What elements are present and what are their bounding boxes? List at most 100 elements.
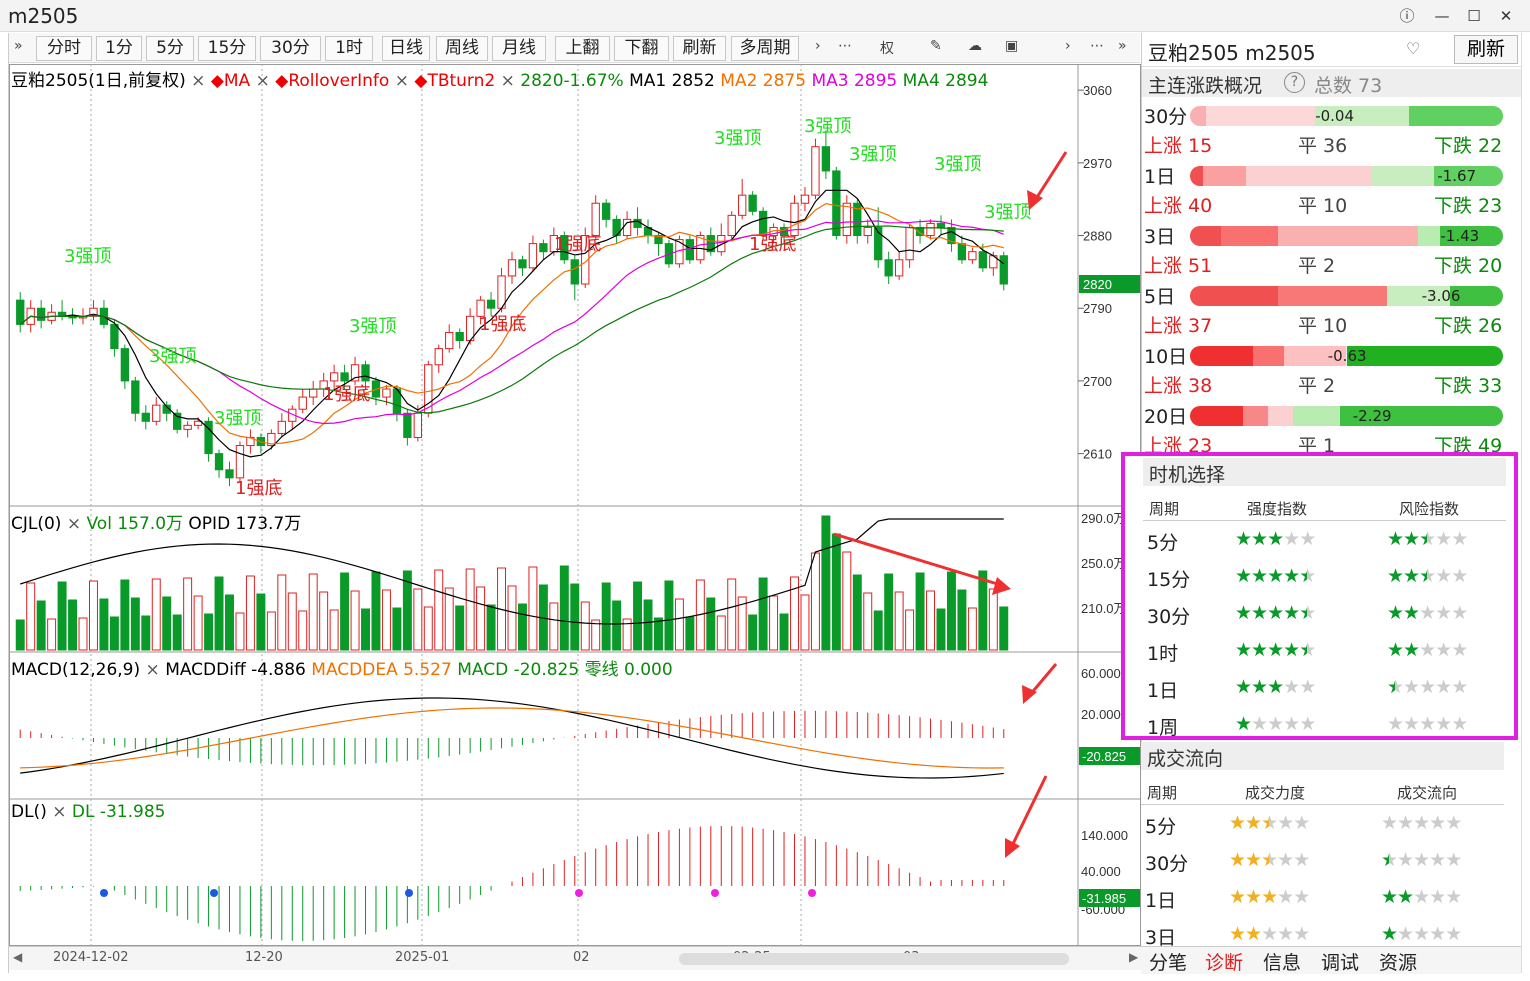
tb-button-10[interactable]: 下翻	[614, 36, 669, 61]
vol-value: Vol 157.0万	[86, 514, 184, 534]
vol-bar-12	[141, 615, 151, 651]
tb-button-0[interactable]: 分时	[36, 36, 92, 61]
scroll-right-icon[interactable]: ▶	[1129, 950, 1139, 964]
tb-button-12[interactable]: 多周期	[731, 36, 799, 61]
next-icon[interactable]: ›	[1065, 38, 1071, 54]
candle-body-30	[329, 372, 339, 382]
ellipsis-icon[interactable]: ⋯	[838, 38, 852, 54]
arrow-macd-head	[1022, 685, 1037, 704]
vol-bar-80	[852, 574, 862, 651]
ma1-value: MA1 2852	[629, 71, 715, 91]
collapse-icon[interactable]: »	[1118, 38, 1127, 54]
candle-body-18	[204, 420, 213, 455]
vol-label-0: 290.0万	[1081, 511, 1127, 526]
close-dl[interactable]: ×	[52, 802, 67, 822]
strength-stars-1: ★★★★★	[1235, 565, 1316, 587]
candle-body-21	[235, 445, 245, 479]
flat-count-5: 平 1	[1298, 435, 1336, 457]
rights-icon[interactable]: 权	[880, 41, 894, 57]
bottom-tab-4[interactable]: 资源	[1379, 952, 1418, 974]
candle-body-12	[141, 412, 150, 422]
vol-bar-45	[486, 604, 496, 651]
ellipsis2-icon[interactable]: ⋯	[1090, 38, 1104, 54]
help-icon[interactable]: ⓘ	[1399, 7, 1415, 25]
tb-button-3[interactable]: 15分	[198, 36, 256, 61]
macd-diff-line	[20, 697, 1004, 779]
tb-button-9[interactable]: 上翻	[555, 36, 610, 61]
close-ma[interactable]: ×	[191, 71, 206, 91]
vol-bar-94	[999, 606, 1009, 651]
arrow-price-line	[1032, 151, 1068, 203]
scroll-thumb[interactable]	[679, 953, 1069, 965]
candle-body-89	[947, 226, 956, 245]
vol-bar-48	[517, 603, 527, 651]
close-tbt2[interactable]: ×	[500, 71, 515, 91]
tb-button-2[interactable]: 5分	[146, 36, 194, 61]
vol-bar-93	[988, 588, 998, 651]
vol-bar-66	[706, 597, 716, 651]
bar-seg-red	[1190, 106, 1206, 126]
candle-body-87	[926, 222, 935, 237]
candle-body-14	[162, 404, 171, 414]
vol-bar-59	[633, 581, 643, 651]
last-price-box	[1079, 275, 1140, 293]
close-vol[interactable]: ×	[66, 514, 82, 534]
vol-bar-3	[47, 618, 57, 651]
bar-seg-red	[1252, 346, 1284, 366]
candle-body-71	[758, 210, 768, 237]
vol-label-2: 210.0万	[1081, 601, 1127, 616]
candle-body-2	[36, 307, 46, 321]
candle-body-11	[131, 380, 140, 414]
tb-button-5[interactable]: 1时	[325, 36, 373, 61]
tb-button-4[interactable]: 30分	[260, 36, 321, 61]
bottom-tab-3[interactable]: 调试	[1321, 952, 1360, 974]
more-right-icon[interactable]: ›	[815, 38, 821, 54]
tb-button-8[interactable]: 月线	[492, 36, 546, 61]
scroll-left-icon[interactable]: ◀	[13, 950, 23, 964]
maximize-icon[interactable]: ☐	[1467, 7, 1481, 25]
tb-button-7[interactable]: 周线	[436, 36, 488, 61]
draw-icon[interactable]: ✎	[930, 38, 942, 54]
chart-canvas: 3060 2970 2880 2790 2700 2610 2820 3强顶 3强顶 3强顶 3强顶…	[9, 64, 1141, 946]
bar-seg-red	[1190, 226, 1222, 246]
tb-button-6[interactable]: 日线	[382, 36, 430, 61]
close-macd[interactable]: ×	[145, 660, 160, 680]
bottom-tab-1[interactable]: 诊断	[1205, 952, 1244, 974]
flow-title: 成交流向	[1147, 748, 1224, 770]
bottom-tab-0[interactable]: 分笔	[1149, 952, 1188, 974]
vol-bar-43	[465, 568, 475, 651]
tb-button-11[interactable]: 刷新	[673, 36, 726, 61]
vol-bar-67	[716, 615, 726, 651]
dl-dot-5	[808, 889, 816, 897]
vol-bar-24	[266, 611, 276, 651]
candle-body-13	[152, 404, 161, 422]
refresh-button[interactable]: 刷新	[1454, 35, 1518, 64]
vol-bar-52	[559, 565, 569, 651]
strength-stars-4: ★★★★★	[1235, 676, 1316, 698]
tb-button-1[interactable]: 1分	[96, 36, 142, 61]
vol-bar-57	[612, 600, 622, 651]
timing-period-0: 5分	[1147, 532, 1179, 554]
close-tbt[interactable]: ×	[394, 71, 409, 91]
candle-body-19	[214, 453, 224, 471]
cloud-icon[interactable]: ☁	[968, 38, 982, 54]
bar-seg-red	[1190, 166, 1203, 186]
flat-count-0: 平 36	[1298, 135, 1348, 157]
vol-bar-14	[162, 596, 172, 651]
close-roll[interactable]: ×	[255, 71, 270, 91]
bottom-tab-2[interactable]: 信息	[1263, 952, 1302, 974]
kline-chart[interactable]: 3060 2970 2880 2790 2700 2610 2820 3强顶 3强顶 3强顶 3强顶…	[9, 64, 1141, 946]
layout-icon[interactable]: ▣	[1005, 38, 1019, 54]
close-icon[interactable]: ✕	[1499, 7, 1513, 25]
arrow-vol-line	[833, 532, 1005, 588]
minimize-icon[interactable]: —	[1434, 7, 1450, 25]
top-signal-4: 3强顶	[714, 128, 761, 149]
expand-left-icon[interactable]: »	[14, 38, 23, 54]
period-label-3: 5日	[1144, 286, 1176, 308]
vol-bar-20	[225, 594, 234, 651]
down-count-5: 下跌 49	[1434, 435, 1503, 457]
favorite-icon[interactable]: ♡	[1406, 39, 1421, 58]
direction-stars-0: ★★★★★	[1381, 812, 1462, 834]
help-circle-icon[interactable]: ?	[1284, 72, 1305, 93]
